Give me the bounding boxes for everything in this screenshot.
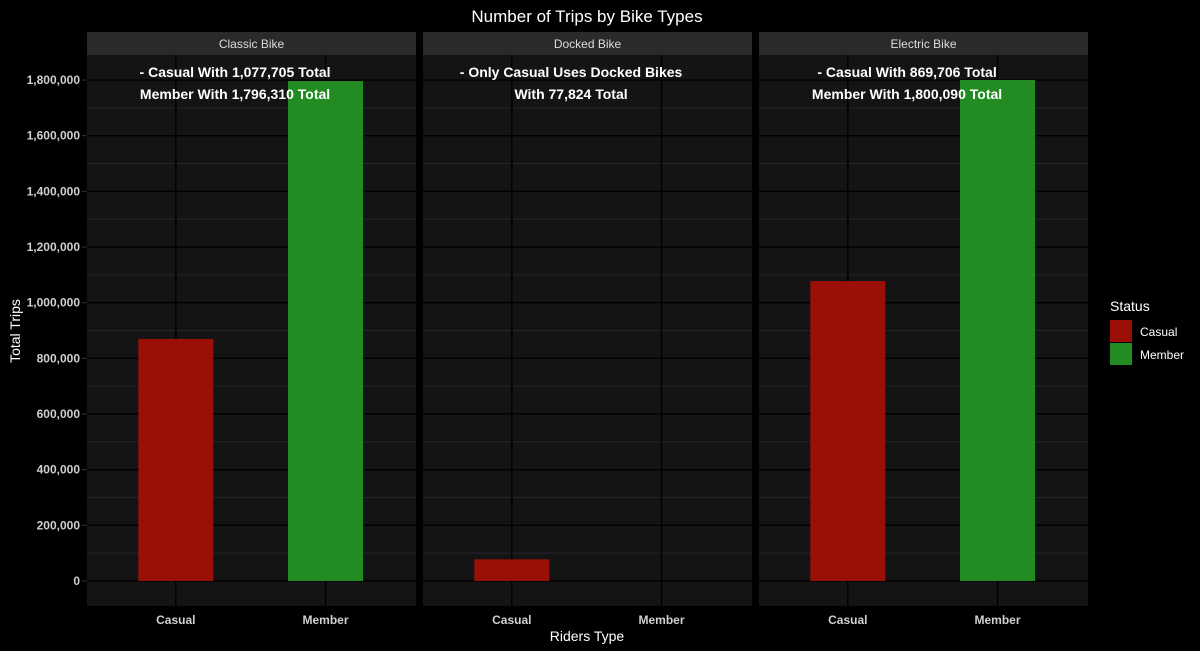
legend-title: Status (1110, 298, 1150, 314)
y-tick-label: 0 (73, 574, 80, 588)
y-tick-label: 1,600,000 (27, 129, 81, 143)
facet-strip (423, 32, 752, 55)
legend: Status Casual Member (1110, 298, 1184, 365)
bar-member (960, 80, 1036, 581)
x-tick-label: Member (303, 613, 349, 627)
facet-strip-label: Electric Bike (890, 37, 956, 51)
annotation-line: - Only Casual Uses Docked Bikes (460, 64, 683, 80)
legend-label-member: Member (1140, 348, 1184, 362)
facet-panels: Classic Bike Casual Member - Casual With 1,… (87, 32, 1088, 627)
y-tick-label: 1,800,000 (27, 73, 81, 87)
legend-swatch-member (1110, 343, 1132, 365)
facet-docked-bike: Docked Bike Casual Member - Only Casual Use… (423, 32, 752, 627)
bar-casual (474, 559, 550, 581)
chart-title: Number of Trips by Bike Types (471, 7, 702, 26)
x-tick-label: Member (639, 613, 685, 627)
y-tick-label: 1,200,000 (27, 240, 81, 254)
legend-swatch-casual (1110, 320, 1132, 342)
legend-label-casual: Casual (1140, 325, 1177, 339)
y-tick-label: 800,000 (37, 351, 81, 365)
facet-strip-label: Docked Bike (554, 37, 622, 51)
y-tick-label: 1,000,000 (27, 296, 81, 310)
x-tick-label: Casual (492, 613, 531, 627)
x-tick-label: Casual (156, 613, 195, 627)
bar-casual (138, 338, 214, 581)
facet-strip (759, 32, 1088, 55)
y-tick-label: 400,000 (37, 463, 81, 477)
bar-member (288, 81, 364, 581)
annotation-line: Member With 1,796,310 Total (140, 86, 330, 102)
x-tick-label: Casual (828, 613, 867, 627)
y-axis-title: Total Trips (7, 299, 23, 363)
annotation-line: - Casual With 1,077,705 Total (140, 64, 331, 80)
facet-strip-label: Classic Bike (219, 37, 285, 51)
facet-classic-bike: Classic Bike Casual Member - Casual With 1,… (87, 32, 416, 627)
facet-strip (87, 32, 416, 55)
y-tick-label: 1,400,000 (27, 184, 81, 198)
y-tick-label: 600,000 (37, 407, 81, 421)
annotation-line: Member With 1,800,090 Total (812, 86, 1002, 102)
y-tick-label: 200,000 (37, 518, 81, 532)
y-axis: 0 200,000 400,000 600,000 800,000 1,000,000 1,… (27, 73, 87, 588)
annotation-line: With 77,824 Total (514, 86, 627, 102)
x-tick-label: Member (975, 613, 1021, 627)
facet-electric-bike: Electric Bike Casual Member - Casual With 8… (759, 32, 1088, 627)
bar-casual (810, 281, 886, 581)
x-axis-title: Riders Type (550, 628, 625, 644)
annotation-line: - Casual With 869,706 Total (817, 64, 996, 80)
